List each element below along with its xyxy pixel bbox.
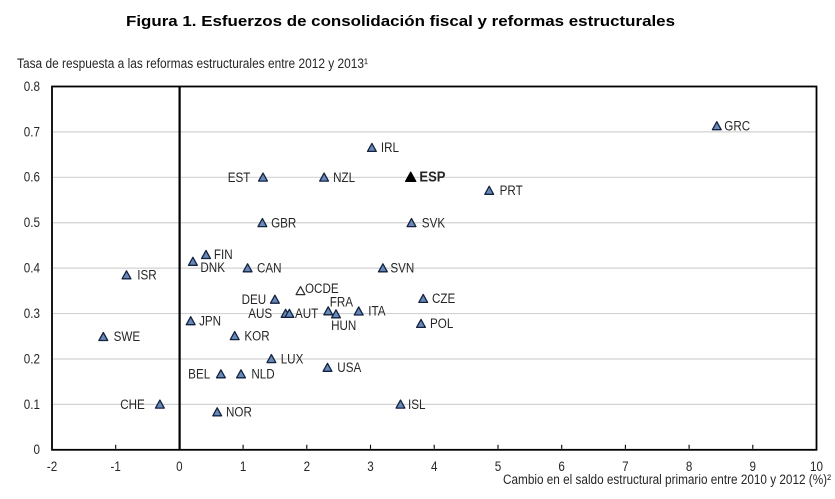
svg-text:JPN: JPN (199, 314, 221, 329)
svg-text:5: 5 (495, 459, 501, 474)
svg-text:CHE: CHE (120, 397, 145, 412)
svg-text:NZL: NZL (333, 170, 355, 185)
svg-text:LUX: LUX (281, 352, 304, 367)
svg-text:SVN: SVN (390, 261, 414, 276)
svg-text:ITA: ITA (368, 304, 386, 319)
svg-text:SVK: SVK (422, 216, 446, 231)
svg-text:0.8: 0.8 (24, 79, 40, 94)
svg-text:FIN: FIN (214, 247, 233, 262)
svg-text:OCDE: OCDE (305, 281, 339, 296)
svg-text:AUS: AUS (248, 306, 272, 321)
svg-text:ISR: ISR (137, 268, 156, 283)
svg-text:EST: EST (228, 170, 251, 185)
svg-text:0.5: 0.5 (24, 215, 40, 230)
svg-text:DEU: DEU (242, 292, 267, 307)
svg-text:0.4: 0.4 (24, 261, 40, 276)
svg-text:6: 6 (558, 459, 564, 474)
svg-text:NLD: NLD (251, 367, 274, 382)
svg-text:FRA: FRA (330, 295, 354, 310)
svg-text:IRL: IRL (381, 140, 399, 155)
svg-text:ISL: ISL (408, 397, 426, 412)
svg-text:10: 10 (810, 459, 823, 474)
svg-text:CZE: CZE (432, 291, 455, 306)
svg-text:0.1: 0.1 (24, 397, 40, 412)
svg-text:Tasa de respuesta a las reform: Tasa de respuesta a las reformas estruct… (17, 56, 368, 71)
svg-text:GRC: GRC (724, 119, 750, 134)
svg-text:AUT: AUT (295, 306, 319, 321)
svg-text:3: 3 (367, 459, 373, 474)
svg-text:0: 0 (176, 459, 182, 474)
svg-text:2: 2 (304, 459, 310, 474)
svg-text:-2: -2 (47, 459, 57, 474)
svg-text:SWE: SWE (114, 329, 141, 344)
svg-text:KOR: KOR (244, 329, 269, 344)
svg-text:7: 7 (622, 459, 628, 474)
svg-text:0.7: 0.7 (24, 125, 40, 140)
svg-text:1: 1 (240, 459, 246, 474)
svg-text:9: 9 (750, 459, 756, 474)
svg-text:Cambio en el saldo estructural: Cambio en el saldo estructural primario … (503, 472, 831, 487)
svg-text:0.3: 0.3 (24, 306, 40, 321)
svg-text:BEL: BEL (188, 367, 210, 382)
svg-text:4: 4 (431, 459, 437, 474)
svg-text:8: 8 (686, 459, 692, 474)
svg-text:USA: USA (337, 360, 362, 375)
svg-text:0: 0 (34, 442, 40, 457)
svg-text:CAN: CAN (257, 261, 282, 276)
svg-text:0.6: 0.6 (24, 170, 40, 185)
svg-text:POL: POL (430, 316, 453, 331)
svg-text:Figura 1. Esfuerzos de consoli: Figura 1. Esfuerzos de consolidación fis… (126, 13, 675, 30)
svg-text:HUN: HUN (331, 318, 356, 333)
svg-text:GBR: GBR (271, 216, 296, 231)
svg-text:DNK: DNK (200, 260, 225, 275)
svg-text:0.2: 0.2 (24, 352, 40, 367)
svg-text:NOR: NOR (226, 405, 252, 420)
svg-text:-1: -1 (111, 459, 121, 474)
svg-text:ESP: ESP (419, 168, 445, 185)
svg-text:PRT: PRT (500, 183, 523, 198)
